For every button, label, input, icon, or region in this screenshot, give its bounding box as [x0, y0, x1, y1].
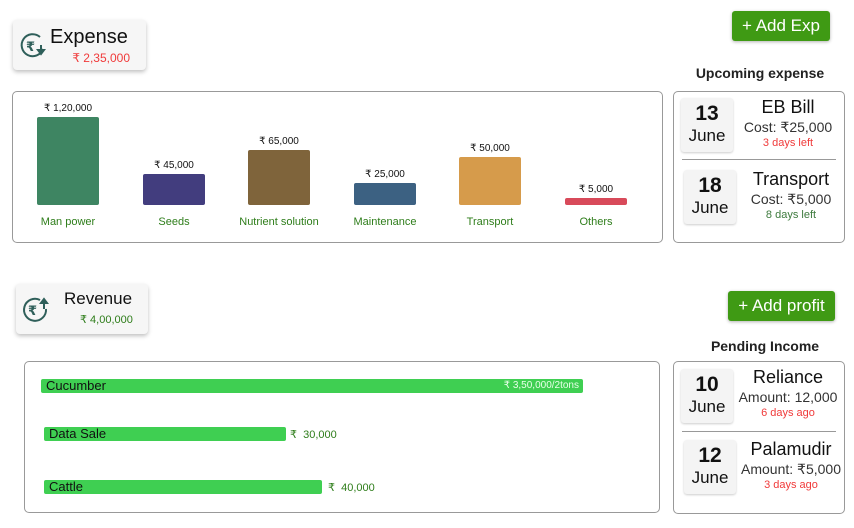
expense-title: Expense — [50, 26, 128, 48]
expense-bar-label: Seeds — [158, 216, 190, 228]
expense-bar-value: ₹ 50,000 — [470, 143, 510, 154]
revenue-label: Cattle — [49, 479, 83, 494]
expense-bar-others — [565, 198, 627, 205]
expense-status: 8 days left — [765, 209, 817, 221]
expense-bar-seeds — [143, 174, 205, 205]
income-name: Palamudir — [750, 439, 832, 459]
pending-income-item[interactable]: 10 June Reliance Amount: 12,000 6 days a… — [674, 366, 846, 438]
upcoming-expense-heading: Upcoming expense — [695, 65, 825, 81]
date-badge: 18 June — [684, 170, 736, 224]
svg-text:₹: ₹ — [28, 304, 37, 319]
revenue-label: Data Sale — [49, 426, 107, 441]
date-month: June — [691, 198, 729, 217]
income-amount: Amount: 12,000 — [738, 389, 838, 405]
revenue-value: ₹ 30,000 — [290, 429, 337, 441]
pending-income-item[interactable]: 12 June Palamudir Amount: ₹5,000 3 days … — [674, 438, 846, 510]
revenue-total: ₹ 4,00,000 — [80, 314, 133, 326]
date-badge: 12 June — [684, 440, 736, 494]
pending-income-list: 10 June Reliance Amount: 12,000 6 days a… — [673, 361, 845, 514]
expense-name: EB Bill — [761, 97, 815, 117]
expense-bar-label: Others — [579, 216, 613, 228]
rupee-down-icon: ₹ — [20, 33, 46, 58]
income-status: 6 days ago — [761, 407, 815, 419]
expense-bar-value: ₹ 5,000 — [578, 184, 614, 195]
date-badge: 10 June — [681, 369, 733, 423]
expense-summary-card: ₹ Expense ₹ 2,35,000 — [13, 20, 146, 70]
income-name: Reliance — [752, 367, 824, 387]
expense-bar-label: Man power — [40, 216, 96, 228]
date-day: 12 — [698, 444, 722, 467]
pending-income-heading: Pending Income — [710, 338, 820, 354]
expense-cost: Cost: ₹25,000 — [743, 119, 833, 135]
expense-bar-label: Transport — [466, 216, 514, 228]
expense-bar-value: ₹ 25,000 — [365, 169, 405, 180]
revenue-value: ₹ 40,000 — [328, 482, 375, 494]
expense-bar-value: ₹ 1,20,000 — [43, 103, 93, 114]
expense-bar-nutrient-solution — [248, 150, 310, 205]
divider — [682, 431, 836, 432]
add-expense-button[interactable]: + Add Exp — [732, 11, 830, 41]
income-amount: Amount: ₹5,000 — [741, 461, 841, 477]
revenue-title: Revenue — [64, 289, 133, 308]
expense-bar-man-power — [37, 117, 99, 205]
add-profit-button[interactable]: + Add profit — [728, 291, 835, 321]
expense-name: Transport — [752, 169, 830, 189]
revenue-bar-cucumber: Cucumber ₹ 3,50,000/2tons — [41, 378, 583, 393]
expense-bar-label: Nutrient solution — [239, 216, 319, 228]
date-month: June — [688, 397, 726, 416]
upcoming-expense-item[interactable]: 18 June Transport Cost: ₹5,000 8 days le… — [674, 168, 846, 240]
upcoming-expense-item[interactable]: 13 June EB Bill Cost: ₹25,000 3 days lef… — [674, 96, 846, 168]
date-day: 13 — [695, 102, 719, 125]
expense-bar-label: Maintenance — [353, 216, 417, 228]
expense-bar-value: ₹ 65,000 — [259, 136, 299, 147]
date-badge: 13 June — [681, 98, 733, 152]
revenue-summary-card: ₹ Revenue ₹ 4,00,000 — [16, 284, 148, 334]
date-month: June — [691, 468, 729, 487]
expense-total: ₹ 2,35,000 — [72, 51, 130, 65]
revenue-label: Cucumber — [46, 378, 106, 393]
revenue-bar-data-sale: Data Sale — [44, 426, 286, 441]
expense-bar-transport — [459, 157, 521, 205]
upcoming-expense-list: 13 June EB Bill Cost: ₹25,000 3 days lef… — [673, 91, 845, 243]
expense-status: 3 days left — [762, 137, 814, 149]
expense-chart — [12, 91, 663, 243]
income-status: 3 days ago — [764, 479, 818, 491]
expense-bar-maintenance — [354, 183, 416, 205]
date-day: 18 — [698, 174, 722, 197]
svg-text:₹: ₹ — [26, 40, 35, 55]
date-day: 10 — [695, 373, 719, 396]
date-month: June — [688, 126, 726, 145]
divider — [682, 159, 836, 160]
revenue-bar-cattle: Cattle — [44, 479, 322, 494]
expense-bar-value: ₹ 45,000 — [154, 160, 194, 171]
expense-cost: Cost: ₹5,000 — [750, 191, 832, 207]
rupee-up-icon: ₹ — [23, 297, 49, 322]
revenue-value: ₹ 3,50,000/2tons — [503, 380, 579, 391]
